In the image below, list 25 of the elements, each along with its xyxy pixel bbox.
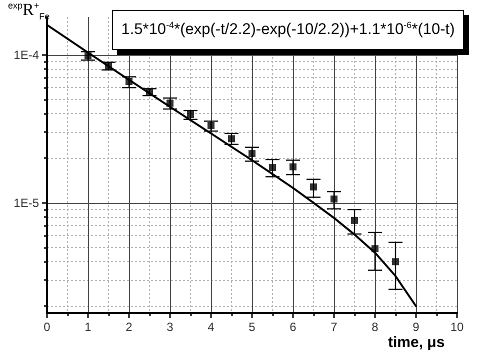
x-tick-label: 0 — [44, 320, 51, 334]
annotation: 1.5*10$^{-4}$*(exp(-t/2.2)-exp(-10/2.2))+1.1*10$^{-6}$*(10-t) — [121, 20, 455, 39]
y-tick-label: 1E-4 — [14, 48, 40, 62]
x-axis-title: time, μs — [388, 334, 445, 351]
x-tick-label: 2 — [126, 320, 133, 334]
x-tick-label: 6 — [290, 320, 297, 334]
y-tick-label: 1E-5 — [14, 196, 40, 210]
x-tick-label: 1 — [84, 320, 92, 334]
x-tick-label: 10 — [450, 320, 464, 334]
x-tick-label: 7 — [330, 320, 338, 334]
point — [351, 216, 358, 224]
point — [248, 150, 256, 158]
point — [269, 164, 276, 172]
x-tick-label: 3 — [166, 320, 174, 334]
point — [310, 183, 317, 190]
x-tick-label: 4 — [208, 320, 215, 334]
x-tick-label: 8 — [372, 320, 379, 334]
x-tick-label: 9 — [412, 320, 420, 334]
point — [290, 163, 296, 170]
x-tick-label: 5 — [248, 320, 256, 334]
point — [187, 110, 194, 118]
point — [228, 135, 235, 142]
point — [392, 258, 399, 266]
point — [330, 196, 338, 203]
point — [208, 122, 214, 129]
